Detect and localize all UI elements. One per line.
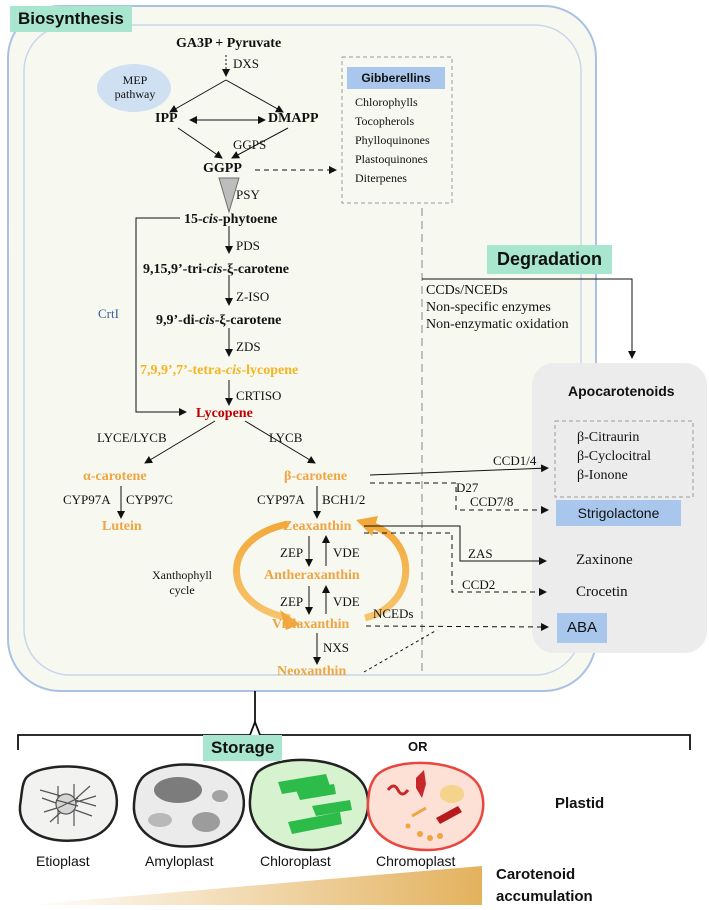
enzyme-zep-2: ZEP — [280, 594, 304, 609]
enzyme-lycb: LYCB — [269, 430, 303, 445]
enzyme-ggps: GGPS — [233, 137, 267, 152]
enzyme-crti: CrtI — [98, 306, 119, 321]
carotenoid-accumulation-label: Carotenoid accumulation — [496, 866, 593, 905]
mechanism-item: Non-specific enzymes — [426, 300, 551, 315]
lutein: Lutein — [102, 519, 142, 534]
enzyme-nceds: NCEDs — [373, 606, 414, 621]
aba-tag: ABA — [557, 613, 607, 643]
phytoene: 15-cis-phytoene — [184, 212, 278, 227]
etioplast-icon — [18, 765, 119, 842]
ggpp-product-item: Diterpenes — [355, 171, 407, 185]
chromoplast-label: Chromoplast — [376, 853, 456, 869]
mep-pathway-label: MEP pathway — [114, 73, 156, 101]
enzyme-bch: BCH1/2 — [322, 492, 366, 507]
zaxinone-label: Zaxinone — [576, 552, 633, 568]
enzyme-ccd2: CCD2 — [462, 577, 496, 592]
enzyme-ccd14: CCD1/4 — [493, 453, 537, 468]
enzyme-zds: ZDS — [236, 339, 261, 354]
enzyme-nxs: NXS — [323, 640, 350, 655]
chromoplast-icon — [366, 761, 485, 852]
volatiles-box — [554, 420, 694, 498]
plastid-label: Plastid — [555, 795, 605, 812]
enzyme-pds: PDS — [236, 238, 260, 253]
ggpp-product-item: Tocopherols — [355, 114, 415, 128]
enzyme-vde-2: VDE — [333, 594, 360, 609]
zeaxanthin: Zeaxanthin — [283, 519, 352, 534]
volatile-item: β-Cyclocitral — [577, 449, 651, 464]
apocarotenoids-title: Apocarotenoids — [568, 383, 675, 399]
antheraxanthin: Antheraxanthin — [264, 568, 360, 583]
enzyme-cyp97a-alpha: CYP97A — [63, 492, 111, 507]
chloroplast-label: Chloroplast — [260, 853, 331, 869]
ggpp-product-item: Chlorophylls — [355, 95, 418, 109]
volatile-item: β-Citraurin — [577, 430, 640, 445]
chloroplast-icon — [248, 758, 370, 852]
enzyme-d27: D27 — [456, 480, 479, 495]
enzyme-vde-1: VDE — [333, 545, 360, 560]
biosynthesis-header: Biosynthesis — [10, 6, 132, 32]
crocetin-label: Crocetin — [576, 584, 628, 600]
alpha-carotene: α-carotene — [83, 469, 147, 484]
gibberellins-label: Gibberellins — [347, 67, 445, 89]
tetra-cis-lycopene: 7,9,9’,7’-tetra-cis-lycopene — [140, 363, 299, 378]
ipp: IPP — [155, 111, 178, 126]
or-label: OR — [408, 739, 428, 754]
enzyme-ccd78: CCD7/8 — [470, 494, 514, 509]
ggpp: GGPP — [203, 161, 242, 176]
enzyme-dxs: DXS — [233, 56, 260, 71]
ggpp-product-item: Phylloquinones — [355, 133, 430, 147]
lycopene: Lycopene — [196, 406, 253, 421]
enzyme-lyce-lycb: LYCE/LYCB — [97, 430, 167, 445]
enzyme-cyp97a-beta: CYP97A — [257, 492, 305, 507]
enzyme-cyp97c: CYP97C — [126, 492, 173, 507]
mep-pathway-ellipse — [97, 64, 171, 112]
enzyme-crtiso: CRTISO — [236, 388, 282, 403]
ggpp-products-box — [341, 56, 453, 204]
violaxanthin: Violaxanthin — [272, 617, 350, 632]
strigolactone-tag: Strigolactone — [556, 500, 681, 526]
neoxanthin: Neoxanthin — [277, 664, 347, 679]
accumulation-wedge — [26, 866, 482, 905]
ggpp-products-list: Chlorophylls Tocopherols Phylloquinones … — [355, 93, 430, 188]
xanthophyll-cycle-label: Xanthophyll cycle — [152, 568, 212, 597]
enzyme-psy: PSY — [236, 187, 260, 202]
etioplast-label: Etioplast — [36, 853, 90, 869]
beta-carotene: β-carotene — [284, 469, 348, 484]
di-cis-carotene: 9,9’-di-cis-ξ-carotene — [156, 313, 282, 328]
mechanism-item: CCDs/NCEDs — [426, 283, 508, 298]
plastid-outer-envelope — [7, 5, 597, 692]
volatile-apocarotenoids: β-Citraurin β-Cyclocitral β-Ionone — [577, 428, 651, 485]
plastid-inner-envelope — [23, 24, 582, 676]
degradation-header: Degradation — [487, 245, 613, 274]
amyloplast-label: Amyloplast — [145, 853, 214, 869]
dmapp: DMAPP — [268, 111, 319, 126]
enzyme-ziso: Z-ISO — [236, 289, 270, 304]
tri-cis-carotene: 9,15,9’-tri-cis-ξ-carotene — [143, 262, 289, 277]
volatile-item: β-Ionone — [577, 468, 628, 483]
enzyme-zep-1: ZEP — [280, 545, 304, 560]
mechanism-item: Non-enzymatic oxidation — [426, 317, 569, 332]
enzyme-zas: ZAS — [468, 546, 493, 561]
storage-header: Storage — [203, 735, 283, 761]
amyloplast-icon — [132, 763, 246, 848]
ga3p-pyruvate: GA3P + Pyruvate — [176, 36, 282, 51]
ggpp-product-item: Plastoquinones — [355, 152, 428, 166]
degradation-mechanisms: CCDs/NCEDs Non-specific enzymes Non-enzy… — [426, 282, 569, 333]
